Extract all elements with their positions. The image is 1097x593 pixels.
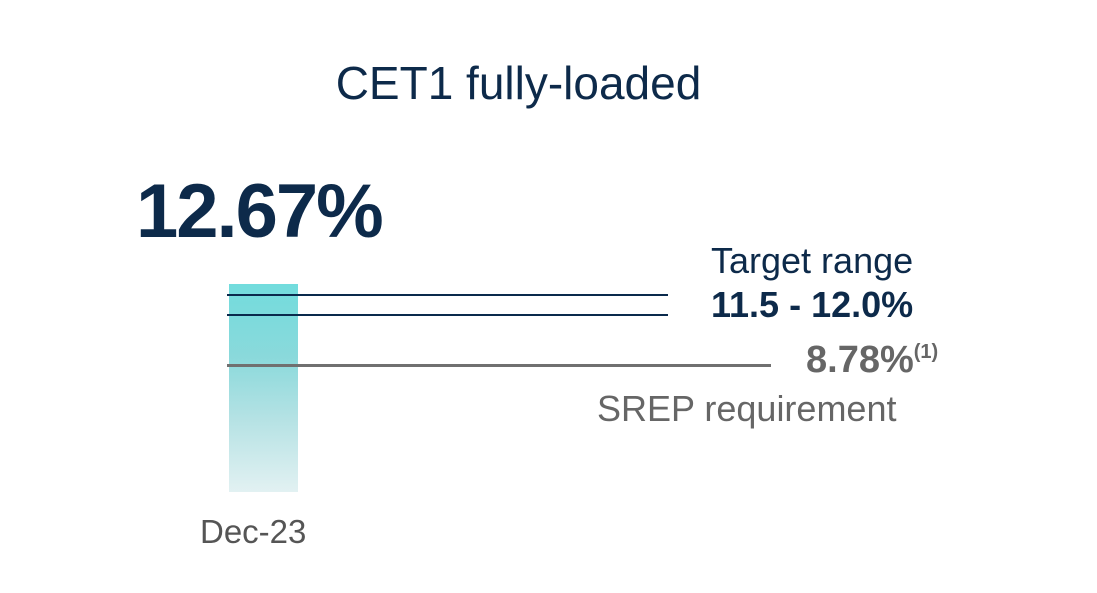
bar-dec-23 [229,284,298,492]
srep-value-text: 8.78% [806,339,914,381]
target-range-lower-line [227,314,668,316]
srep-value: 8.78%(1) [806,339,938,382]
target-range-upper-line [227,294,668,296]
bar-value-label: 12.67% [136,169,384,254]
srep-footnote: (1) [913,341,939,363]
target-range-label: Target range [711,240,914,281]
chart-title: CET1 fully-loaded [335,57,702,109]
target-range-value: 11.5 - 12.0% [711,284,914,325]
x-tick-label: Dec-23 [200,513,307,550]
srep-label: SREP requirement [597,388,897,429]
srep-requirement-line [227,364,771,367]
